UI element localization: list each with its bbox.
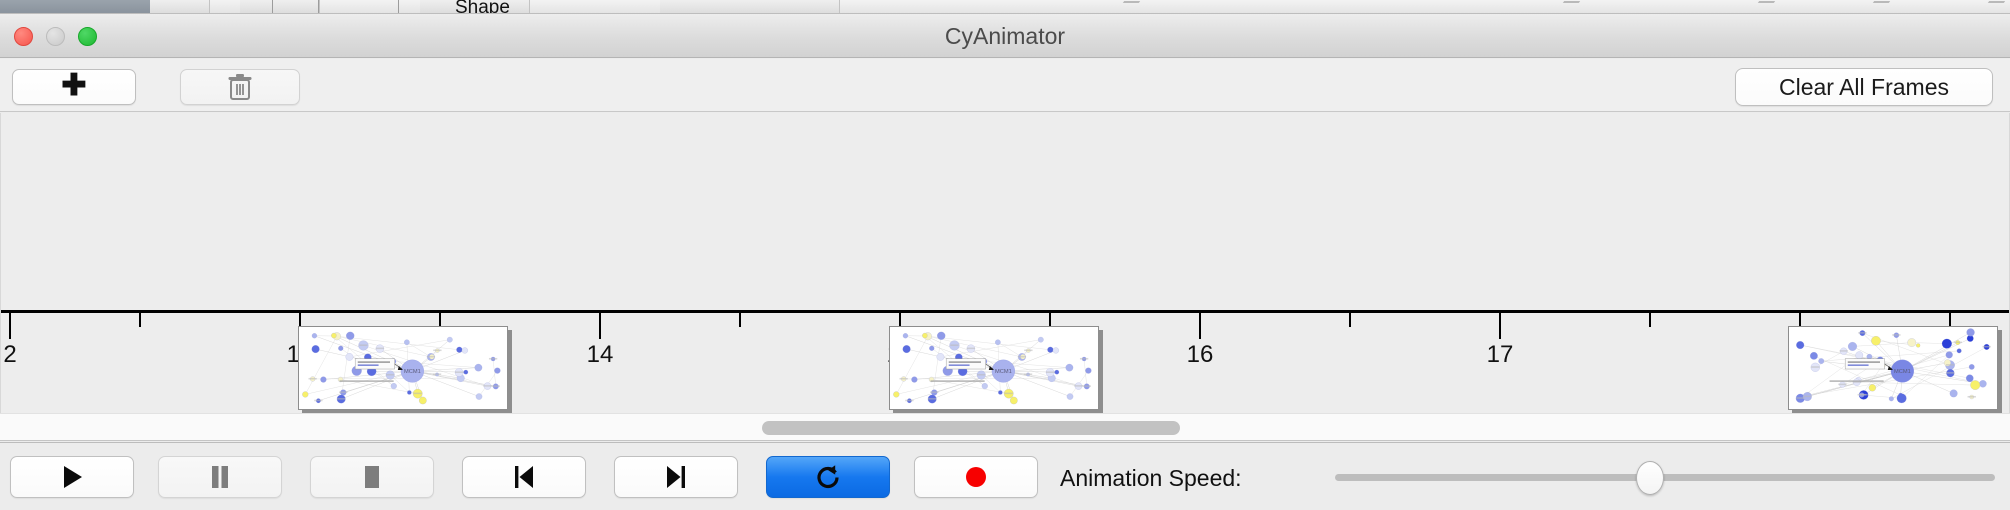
timeline-tick-label: 2 [3,341,17,368]
add-frame-button[interactable]: ✚ [12,69,136,105]
title-bar: CyAnimator [0,14,2010,58]
timeline-minor-tick [439,313,441,327]
background-window-strip: Shape [0,0,2010,14]
background-window-mark [1750,1,1776,13]
skip-to-start-button[interactable] [462,456,586,498]
record-icon [966,467,986,487]
background-window-divider [272,0,273,13]
timeline-minor-tick [1649,313,1651,327]
clear-all-frames-label: Clear All Frames [1779,73,1949,100]
plus-icon: ✚ [61,68,87,102]
timeline-frame-thumbnail[interactable]: MCM1 [298,326,508,410]
record-button[interactable] [914,456,1038,498]
loop-icon [817,465,839,489]
svg-text:MCM1: MCM1 [995,369,1012,375]
animation-speed-label: Animation Speed: [1060,465,1242,491]
trash-icon [228,74,252,100]
timeline-axis-line [1,310,2009,313]
background-window-mark [1115,1,1141,13]
timeline-horizontal-scrollbar[interactable] [0,413,2010,441]
toolbar: ✚ Clear All Frames [0,59,2010,112]
timeline-area[interactable]: 2131415161718 Seconds MCM1 MCM1 [0,113,2010,413]
background-window-mark [1865,1,1891,13]
stop-icon [365,466,379,488]
close-icon[interactable] [14,27,33,46]
timeline-major-tick [9,313,11,339]
maximize-icon[interactable] [78,27,97,46]
timeline-minor-tick [139,313,141,327]
stop-button[interactable] [310,456,434,498]
background-window-segment [240,0,320,13]
timeline-minor-tick [739,313,741,327]
minimize-icon[interactable] [46,27,65,46]
delete-frame-button[interactable] [180,69,300,105]
background-window-divider [398,0,399,13]
background-window-mark [1555,1,1581,13]
timeline-tick-label: 14 [586,341,614,368]
timeline-frame-thumbnail[interactable]: MCM1 [889,326,1099,410]
slider-thumb[interactable] [1636,461,1664,495]
svg-text:MCM1: MCM1 [404,369,421,375]
timeline-major-tick [1199,313,1201,339]
playback-controls: Animation Speed: [0,442,2010,510]
skip-forward-icon [667,466,685,488]
timeline-minor-tick [1949,313,1951,327]
timeline-tick-label: 16 [1186,341,1214,368]
timeline-minor-tick [1349,313,1351,327]
svg-text:MCM1: MCM1 [1894,369,1911,375]
timeline-major-tick [1499,313,1501,339]
loop-button[interactable] [766,456,890,498]
background-window-segment [150,0,210,13]
timeline-major-tick [599,313,601,339]
skip-back-icon [515,466,533,488]
animation-speed-slider[interactable] [1335,461,1995,495]
background-window-segment [660,0,840,13]
play-icon [64,466,82,488]
play-button[interactable] [10,456,134,498]
pause-button[interactable] [158,456,282,498]
traffic-lights [14,27,97,46]
background-window-mark [1980,1,2006,13]
timeline-minor-tick [1049,313,1051,327]
scrollbar-thumb[interactable] [762,421,1180,435]
background-window-label: Shape [455,0,510,14]
pause-icon [212,466,228,488]
window-title: CyAnimator [944,23,1066,49]
background-window-titlebar [0,0,150,13]
clear-all-frames-button[interactable]: Clear All Frames [1735,68,1993,106]
background-window-divider [318,0,319,13]
skip-to-end-button[interactable] [614,456,738,498]
timeline-tick-label: 17 [1486,341,1514,368]
background-window-segment [420,0,530,13]
timeline-frame-thumbnail[interactable]: MCM1 [1788,326,1998,410]
